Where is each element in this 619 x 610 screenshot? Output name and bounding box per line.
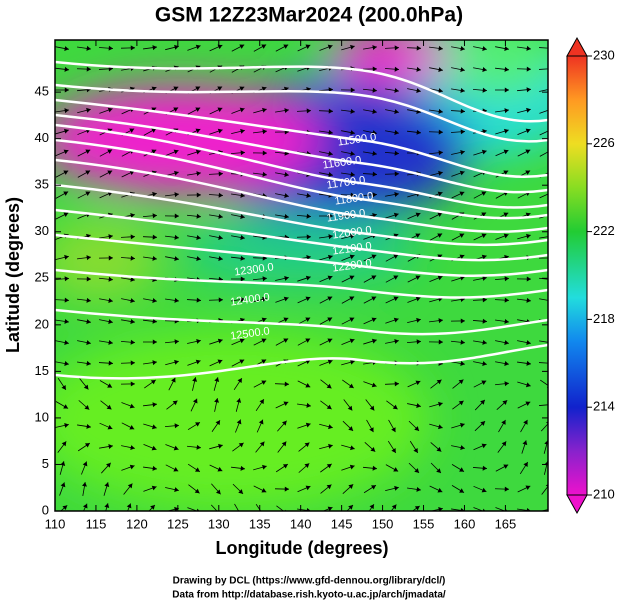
streamline-arrow xyxy=(548,507,553,512)
streamline-arrow xyxy=(549,402,553,407)
colorbar-tick-label: 214 xyxy=(593,399,615,414)
colorbar xyxy=(567,56,587,495)
title: GSM 12Z23Mar2024 (200.0hPa) xyxy=(155,4,463,27)
y-tick-label: 10 xyxy=(35,409,49,424)
credit: Drawing by DCL (https://www.gfd-dennou.o… xyxy=(173,576,446,587)
y-tick-label: 0 xyxy=(42,502,49,517)
x-tick-label: 135 xyxy=(249,516,271,531)
streamline-arrow xyxy=(549,46,553,51)
colorbar-max-arrow xyxy=(567,38,587,56)
streamline-arrow xyxy=(548,298,553,303)
x-tick-label: 140 xyxy=(290,516,312,531)
colorbar-tick-label: 226 xyxy=(593,135,615,150)
y-tick-label: 45 xyxy=(35,84,49,99)
streamline-arrow xyxy=(548,340,553,345)
y-tick-label: 5 xyxy=(42,456,49,471)
streamline-arrow xyxy=(549,361,553,366)
streamline-arrow xyxy=(548,234,553,239)
streamline-arrow xyxy=(549,277,553,282)
streamline-arrow xyxy=(549,255,553,260)
x-tick-label: 125 xyxy=(167,516,189,531)
y-tick-label: 25 xyxy=(35,270,49,285)
x-tick-label: 155 xyxy=(413,516,435,531)
field xyxy=(30,20,590,511)
x-axis-label: Longitude (degrees) xyxy=(215,538,388,558)
streamline-arrow xyxy=(549,66,553,71)
x-tick-label: 110 xyxy=(45,516,66,531)
x-tick-label: 115 xyxy=(86,516,107,531)
y-axis-label: Latitude (degrees) xyxy=(3,197,23,353)
streamline-arrow xyxy=(548,319,553,324)
streamline-arrow xyxy=(237,511,241,516)
x-tick-label: 150 xyxy=(372,516,394,531)
y-tick-label: 15 xyxy=(35,363,49,378)
x-tick-label: 130 xyxy=(208,516,230,531)
x-tick-label: 160 xyxy=(454,516,476,531)
x-tick-label: 165 xyxy=(495,516,517,531)
y-tick-label: 35 xyxy=(35,177,49,192)
colorbar-tick-label: 218 xyxy=(593,311,615,326)
x-tick-label: 120 xyxy=(126,516,148,531)
colorbar-tick-label: 210 xyxy=(593,486,615,501)
credit: Data from http://database.rish.kyoto-u.a… xyxy=(172,590,446,601)
y-tick-label: 40 xyxy=(35,130,49,145)
streamline-arrow xyxy=(548,87,553,92)
y-tick-label: 20 xyxy=(35,316,49,331)
colorbar-min-arrow xyxy=(567,495,587,513)
x-tick-label: 145 xyxy=(331,516,353,531)
y-tick-label: 30 xyxy=(35,223,49,238)
colorbar-tick-label: 230 xyxy=(593,47,615,62)
colorbar-tick-label: 222 xyxy=(593,223,615,238)
